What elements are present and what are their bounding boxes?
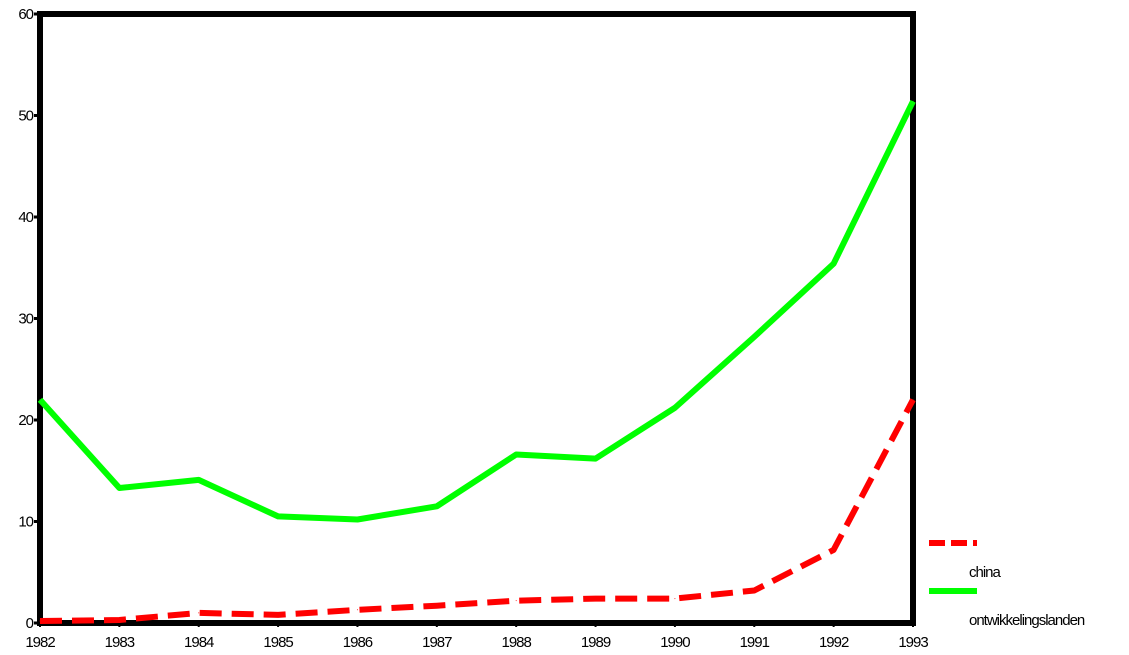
data-point — [912, 100, 914, 102]
data-point — [674, 598, 676, 600]
data-point — [39, 620, 41, 622]
y-tick-label: 40 — [18, 209, 33, 226]
data-point — [198, 612, 200, 614]
data-point — [436, 605, 438, 607]
x-tick-label: 1982 — [25, 634, 55, 651]
x-tick-label: 1986 — [343, 634, 373, 651]
y-tick-label: 20 — [18, 412, 33, 429]
data-point — [753, 590, 755, 592]
data-point — [833, 263, 835, 265]
x-tick-label: 1990 — [660, 634, 690, 651]
y-axis: 0 10 20 30 40 50 60 — [18, 6, 40, 632]
data-point — [356, 609, 358, 611]
data-point — [118, 487, 120, 489]
data-point — [595, 598, 597, 600]
x-tick-label: 1992 — [819, 634, 849, 651]
y-tick-label: 50 — [18, 108, 33, 125]
legend-label: china — [969, 564, 1002, 581]
x-tick-label: 1988 — [501, 634, 531, 651]
x-tick-label: 1989 — [581, 634, 611, 651]
series-line-ontwikkelingslanden — [37, 99, 916, 523]
data-point — [277, 614, 279, 616]
data-point — [277, 515, 279, 517]
data-point — [198, 479, 200, 481]
data-point — [356, 518, 358, 520]
data-point — [515, 454, 517, 456]
data-point — [515, 600, 517, 602]
y-tick-label: 0 — [26, 615, 34, 632]
x-tick-label: 1985 — [263, 634, 293, 651]
plot-frame — [37, 11, 916, 626]
series-line-china — [39, 398, 916, 624]
data-point — [39, 399, 41, 401]
y-tick-label: 10 — [18, 514, 33, 531]
data-point — [753, 336, 755, 338]
data-point — [436, 505, 438, 507]
x-tick-label: 1993 — [898, 634, 928, 651]
data-point — [833, 549, 835, 551]
x-tick-label: 1991 — [740, 634, 770, 651]
data-point — [595, 458, 597, 460]
data-point — [674, 407, 676, 409]
x-tick-label: 1987 — [422, 634, 452, 651]
x-axis: 1982 1983 1984 1985 1986 1987 1988 1989 1990 1991… — [25, 623, 929, 651]
legend-label: ontwikkelingslanden — [969, 612, 1085, 629]
x-tick-label: 1983 — [105, 634, 135, 651]
x-tick-label: 1984 — [184, 634, 214, 651]
data-point — [912, 399, 914, 401]
data-point — [118, 619, 120, 621]
legend: china ontwikkelingslanden — [929, 540, 1086, 629]
series-layer — [37, 99, 916, 624]
y-tick-label: 30 — [18, 311, 33, 328]
y-tick-label: 60 — [18, 6, 33, 23]
